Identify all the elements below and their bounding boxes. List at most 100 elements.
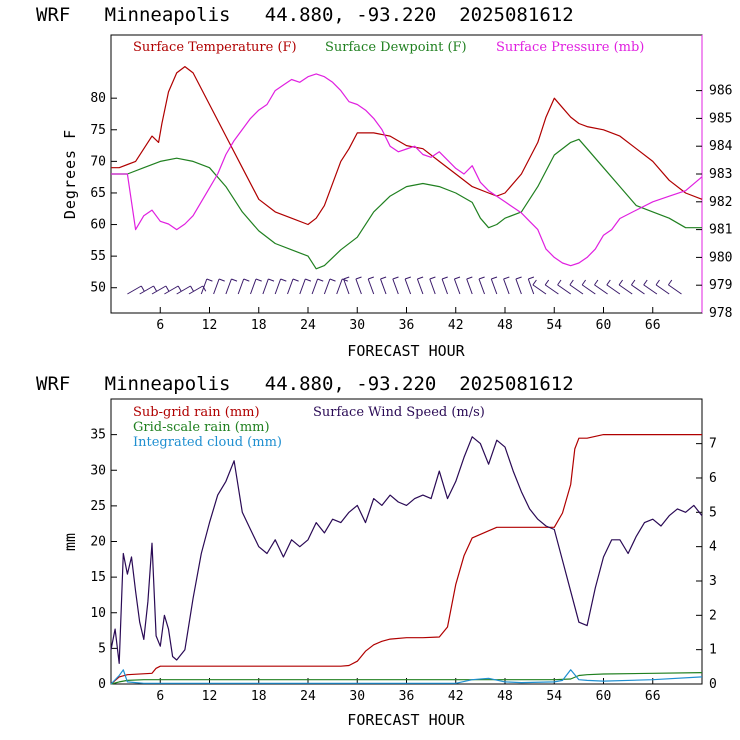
top-y2-tick-label: 983 [709, 167, 732, 182]
bottom-series-2-line [110, 669, 703, 685]
wind-barb-flag [190, 285, 194, 292]
wind-barb-flag [392, 276, 399, 280]
wind-barb-flag [466, 276, 473, 280]
bottom-x-tick-label: 36 [399, 689, 415, 704]
top-x-tick-label: 30 [349, 318, 365, 333]
wind-barb-shaft [643, 284, 658, 295]
top-x-tick-label: 12 [202, 318, 218, 333]
bottom-x-tick-label: 60 [596, 689, 612, 704]
wind-barb-flag [630, 279, 636, 286]
bottom-x-tick-label: 54 [546, 689, 562, 704]
wind-barb-flag [218, 278, 225, 282]
top-y2-tick-label: 984 [709, 139, 733, 154]
top-y-tick-label: 50 [90, 281, 106, 296]
wind-barb-flag [206, 278, 213, 282]
wind-barb-flag [441, 276, 448, 280]
top-y2-tick-label: 979 [709, 278, 732, 293]
wind-barb-shaft [655, 284, 670, 295]
wind-barb-shaft [503, 278, 510, 295]
top-y-tick-label: 55 [90, 249, 106, 264]
wind-barb-shaft [404, 278, 412, 295]
wind-barb-shaft [139, 285, 154, 295]
top-x-tick-label: 36 [399, 318, 415, 333]
bottom-y-tick-label: 5 [98, 641, 106, 656]
top-y-tick-label: 75 [90, 123, 106, 138]
top-y-tick-label: 60 [90, 218, 106, 233]
wind-barb-shaft [188, 285, 204, 295]
bottom-y-tick-label: 30 [90, 463, 106, 478]
wind-barb-shaft [299, 278, 306, 295]
top-chart-title: WRF Minneapolis 44.880, -93.220 20250816… [36, 4, 574, 26]
wind-barb-flag [643, 279, 648, 286]
wind-barb-flag [581, 279, 587, 286]
wind-barb-flag [153, 285, 158, 292]
bottom-y2-tick-label: 6 [709, 471, 717, 486]
top-y2-tick-label: 981 [709, 223, 732, 238]
wind-barb-shaft [466, 278, 473, 295]
top-y2-tick-label: 982 [709, 195, 732, 210]
legend-pressure: Surface Pressure (mb) [496, 40, 644, 55]
wind-barb-flag [343, 276, 350, 280]
wind-barb-shaft [380, 278, 387, 295]
top-x-tick-label: 48 [497, 318, 513, 333]
wind-barb-shaft [527, 278, 535, 295]
wind-barb-shaft [200, 278, 208, 295]
bottom-chart-title: WRF Minneapolis 44.880, -93.220 20250816… [36, 373, 574, 395]
top-axis-ticks: 6 12 18 24 30 36 42 48 54 60 66 50 55 60 65 70 75 80 978 97… [90, 84, 732, 333]
bottom-y-axis-label: mm [61, 533, 79, 551]
wind-barb-shaft [569, 284, 584, 295]
wind-barb-shaft [441, 278, 448, 295]
bottom-y-tick-label: 10 [90, 606, 106, 621]
top-y-tick-label: 65 [90, 186, 106, 201]
wind-barb-flag [557, 279, 562, 286]
top-x-tick-label: 60 [596, 318, 612, 333]
wind-barb-shaft [250, 278, 257, 295]
bottom-axis-ticks: 6 12 18 24 30 36 42 48 54 60 660510152025303501234… [90, 428, 717, 704]
top-series-group [111, 65, 703, 270]
wind-barb-shaft [544, 284, 559, 295]
wind-barb-flag [305, 278, 312, 282]
wind-barb-shaft [343, 278, 350, 295]
legend-subgrid-rain: Sub-grid rain (mm) [133, 405, 260, 420]
bottom-series-group [110, 434, 703, 685]
wind-barb-flag [544, 279, 550, 286]
bottom-x-tick-label: 30 [349, 689, 365, 704]
wind-barb-shaft [336, 278, 343, 295]
wind-barb-flag [165, 285, 170, 292]
wind-barb-flag [454, 276, 461, 280]
wind-barb-shaft [225, 278, 232, 295]
bottom-y2-tick-label: 3 [709, 574, 717, 589]
wind-barb-shaft [127, 285, 142, 295]
bottom-series-3-line [110, 436, 703, 665]
bottom-series-1-line [110, 672, 703, 685]
top-x-tick-label: 54 [546, 318, 562, 333]
wind-barb-shaft [490, 278, 498, 295]
wind-barb-flag [355, 276, 362, 280]
wind-barb-shaft [557, 284, 571, 295]
wind-barb-shaft [262, 278, 269, 295]
bottom-y2-tick-label: 1 [709, 643, 717, 658]
wind-barb-flag [655, 279, 660, 286]
bottom-x-tick-label: 48 [497, 689, 513, 704]
wind-barb-shaft [581, 284, 596, 295]
wind-barb-flag [532, 279, 537, 286]
bottom-y2-tick-label: 4 [709, 540, 717, 555]
wind-barb-shaft [515, 278, 522, 295]
wind-barb-flag [606, 279, 611, 286]
top-y-tick-label: 70 [90, 154, 106, 169]
wind-barb-flag [255, 278, 262, 282]
top-y2-tick-label: 978 [709, 306, 732, 321]
wind-barb-shaft [355, 278, 362, 295]
wind-barb-flag [594, 279, 599, 286]
top-y2-tick-label: 986 [709, 84, 732, 99]
wind-barb-flag [231, 278, 238, 282]
top-series-2-line [111, 73, 703, 267]
top-x-tick-label: 18 [251, 318, 267, 333]
wind-barb-shaft [429, 278, 436, 295]
wind-barb-shaft [618, 284, 633, 295]
top-y2-tick-label: 985 [709, 111, 732, 126]
wind-barb-shaft [323, 278, 331, 295]
